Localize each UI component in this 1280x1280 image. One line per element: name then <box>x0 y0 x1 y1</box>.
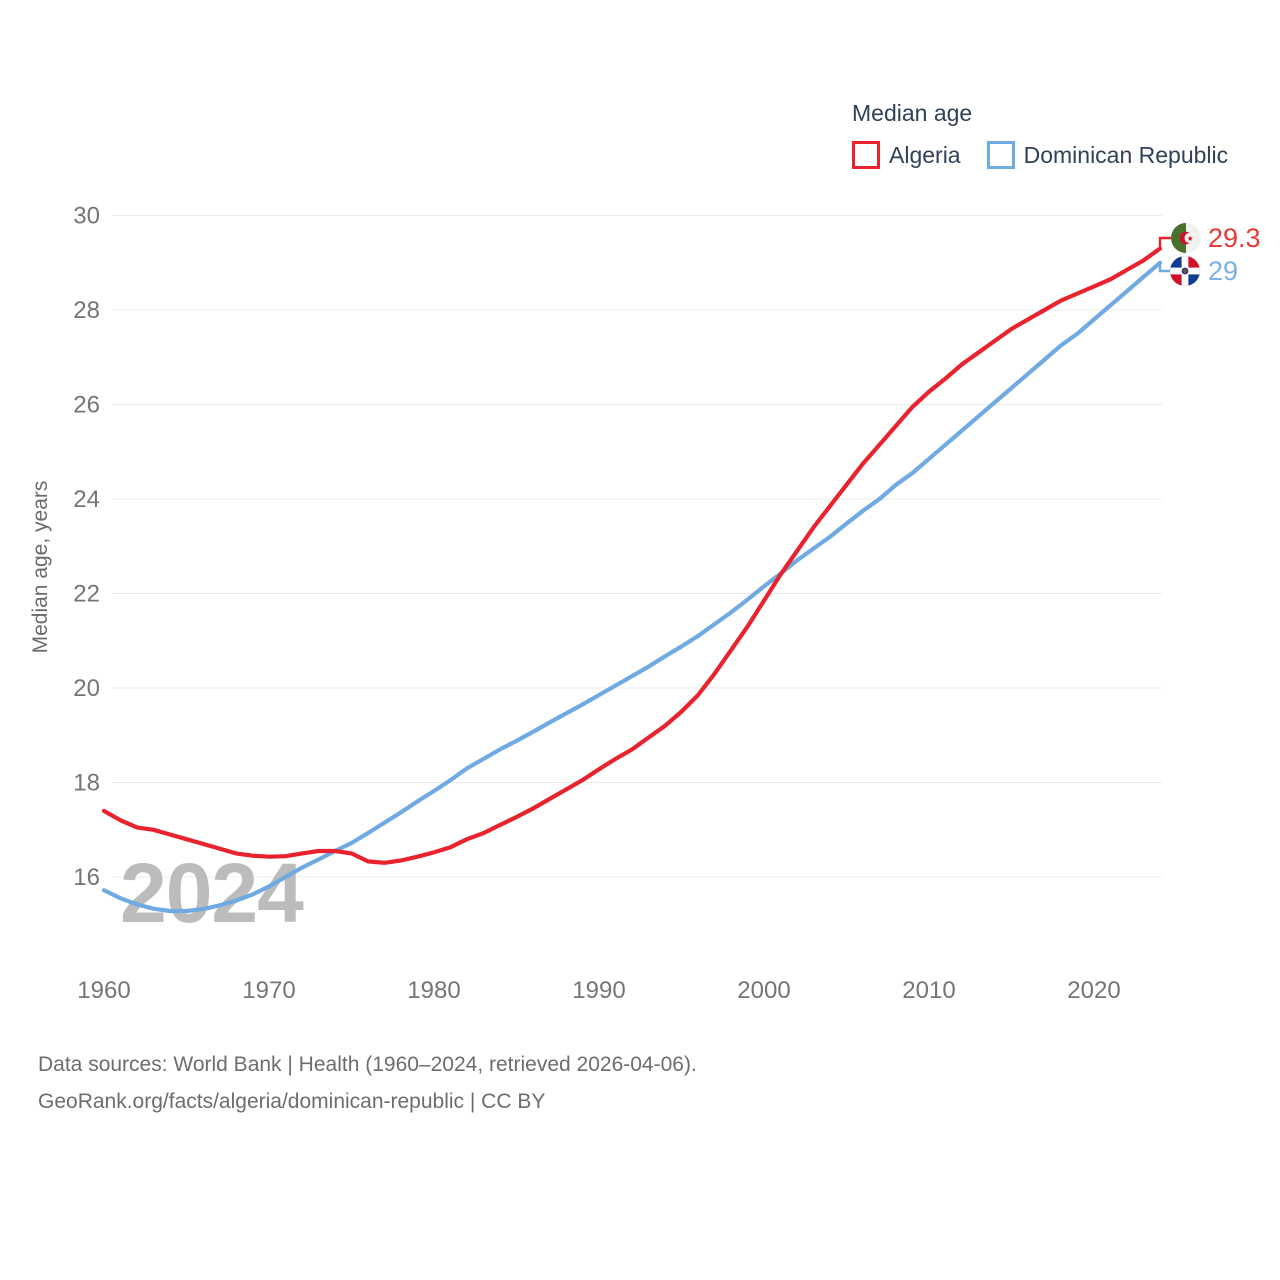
footer-attribution: GeoRank.org/facts/algeria/dominican-repu… <box>38 1090 546 1113</box>
y-axis-title: Median age, years <box>29 481 52 654</box>
algeria-series-swatch <box>852 141 880 169</box>
y-axis-tick-label: 16 <box>73 864 100 891</box>
legend-item-dominican-republic[interactable]: Dominican Republic <box>986 141 1229 169</box>
legend-item-algeria[interactable]: Algeria <box>852 141 961 169</box>
y-axis-tick-label: 28 <box>73 297 100 324</box>
x-axis-tick-label: 1970 <box>242 977 295 1004</box>
legend-item-label: Dominican Republic <box>1023 141 1229 168</box>
legend-items: Algeria Dominican Republic <box>852 141 1228 169</box>
y-axis-tick-label: 24 <box>73 486 100 513</box>
y-axis-tick-label: 30 <box>73 203 100 230</box>
footer-data-sources: Data sources: World Bank | Health (1960–… <box>38 1053 697 1076</box>
dominican-republic-value-label: 29 <box>1208 256 1238 286</box>
dominican-republic-label-connector <box>1158 262 1171 273</box>
footer: Data sources: World Bank | Health (1960–… <box>38 1046 697 1120</box>
x-axis-tick-label: 2000 <box>737 977 790 1004</box>
legend: Median age Algeria Dominican Republic <box>852 100 1228 169</box>
algeria-label-connector <box>1158 236 1171 249</box>
y-axis-tick-label: 22 <box>73 581 100 608</box>
x-axis-tick-label: 2010 <box>902 977 955 1004</box>
y-axis-tick-label: 20 <box>73 675 100 702</box>
gridlines <box>112 215 1162 878</box>
y-axis-tick-labels: 16 18 20 22 24 26 28 30 <box>73 203 100 892</box>
algeria-line <box>101 246 1163 865</box>
algeria-value-label: 29.3 <box>1208 223 1261 253</box>
x-axis-tick-label: 1990 <box>572 977 625 1004</box>
x-axis-tick-labels: 1960 1970 1980 1990 2000 2010 2020 <box>77 977 1120 1004</box>
x-axis-tick-label: 1960 <box>77 977 130 1004</box>
x-axis-tick-label: 1980 <box>407 977 460 1004</box>
dominican-republic-line <box>101 260 1163 914</box>
dominican-republic-series-swatch <box>986 141 1015 169</box>
watermark-year: 2024 <box>120 846 304 940</box>
legend-title: Median age <box>852 100 973 126</box>
legend-item-label: Algeria <box>889 141 961 168</box>
y-axis-tick-label: 18 <box>73 770 100 797</box>
algeria-flag-icon <box>1171 223 1201 253</box>
dominican-republic-flag-icon <box>1170 256 1200 286</box>
y-axis-tick-label: 26 <box>73 392 100 419</box>
x-axis-tick-label: 2020 <box>1067 977 1120 1004</box>
